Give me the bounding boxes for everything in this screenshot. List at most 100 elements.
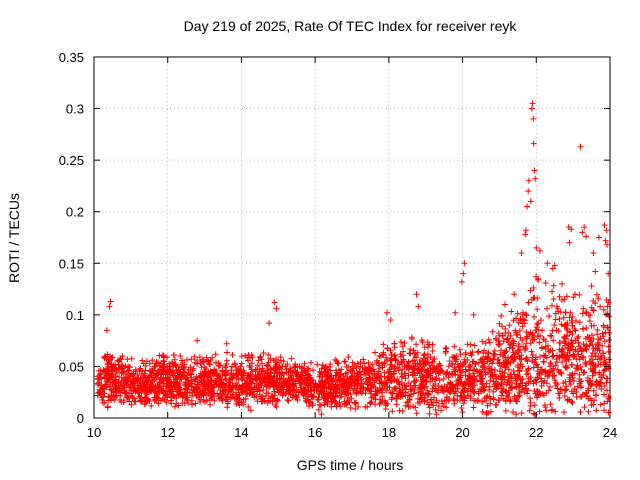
data-point	[506, 344, 513, 351]
data-point	[223, 361, 230, 368]
data-point	[493, 375, 500, 382]
x-tick-label: 12	[160, 425, 174, 440]
data-point	[128, 401, 135, 408]
data-point	[497, 363, 504, 370]
data-point	[344, 376, 351, 383]
data-point	[343, 400, 350, 407]
data-point	[388, 378, 395, 385]
data-point	[523, 380, 530, 387]
data-point	[545, 346, 552, 352]
data-point	[138, 370, 145, 377]
data-point	[188, 371, 195, 378]
data-point	[119, 363, 126, 370]
data-point	[583, 233, 590, 240]
data-point	[96, 375, 103, 382]
data-point	[566, 347, 573, 354]
data-point	[488, 373, 495, 380]
data-point	[169, 388, 176, 395]
data-point	[202, 369, 209, 376]
data-point	[417, 357, 424, 364]
data-point	[104, 366, 111, 373]
data-point	[581, 224, 588, 231]
data-point	[405, 379, 412, 386]
data-point	[514, 310, 521, 317]
data-point	[491, 371, 498, 378]
data-point	[573, 365, 580, 372]
data-point	[345, 353, 352, 360]
data-point	[363, 378, 370, 385]
data-point	[455, 376, 462, 383]
data-point	[365, 359, 372, 366]
data-point	[318, 411, 325, 418]
data-point	[411, 378, 418, 385]
data-point	[394, 376, 401, 383]
data-point	[530, 115, 537, 122]
plot-frame	[93, 56, 611, 419]
data-point	[566, 239, 573, 246]
data-point	[396, 384, 403, 390]
data-point	[116, 374, 123, 381]
data-point	[203, 383, 210, 390]
data-point	[571, 291, 578, 298]
data-point	[563, 293, 570, 300]
data-point	[591, 397, 598, 404]
data-point	[336, 399, 343, 406]
data-point	[389, 408, 396, 415]
data-point	[591, 349, 598, 356]
x-tick-label: 24	[603, 425, 617, 440]
data-point	[116, 365, 123, 372]
data-point	[188, 356, 195, 363]
data-point	[487, 408, 494, 415]
data-point	[223, 377, 230, 384]
data-point	[569, 340, 576, 347]
data-point	[200, 359, 207, 366]
y-tick-label: 0.15	[59, 256, 84, 271]
data-point	[108, 397, 115, 404]
data-point	[272, 363, 279, 370]
data-point	[247, 407, 254, 414]
data-point	[502, 407, 509, 414]
data-point	[232, 383, 239, 390]
data-point	[547, 401, 554, 408]
data-point	[122, 374, 129, 381]
data-point	[155, 371, 162, 378]
data-point	[535, 320, 542, 327]
data-point	[319, 361, 326, 368]
data-point	[338, 383, 345, 390]
data-point	[598, 380, 605, 387]
data-point	[323, 370, 330, 377]
data-point	[327, 384, 334, 391]
data-point	[268, 367, 275, 374]
data-point	[577, 409, 584, 416]
data-point	[198, 374, 205, 381]
data-point	[465, 392, 472, 399]
data-point	[333, 386, 340, 393]
data-point	[353, 365, 360, 372]
data-point	[599, 330, 606, 337]
data-point	[464, 341, 471, 348]
data-point	[173, 395, 180, 402]
data-point	[462, 351, 469, 358]
data-point	[439, 400, 446, 407]
data-point	[561, 393, 568, 400]
data-point	[384, 309, 391, 316]
data-point	[168, 380, 175, 387]
data-point	[315, 406, 322, 413]
data-point	[510, 409, 517, 416]
data-point	[364, 381, 371, 388]
data-point	[566, 314, 573, 321]
data-point	[531, 359, 538, 366]
data-point	[433, 399, 440, 406]
data-point	[152, 390, 159, 397]
data-point	[218, 393, 225, 400]
data-point	[486, 365, 493, 372]
data-point	[105, 356, 112, 363]
data-point	[577, 363, 584, 370]
data-point	[362, 403, 369, 410]
data-point	[174, 374, 181, 381]
data-point	[572, 327, 579, 334]
data-point	[443, 370, 450, 377]
data-point	[306, 403, 313, 410]
data-point	[117, 392, 124, 399]
